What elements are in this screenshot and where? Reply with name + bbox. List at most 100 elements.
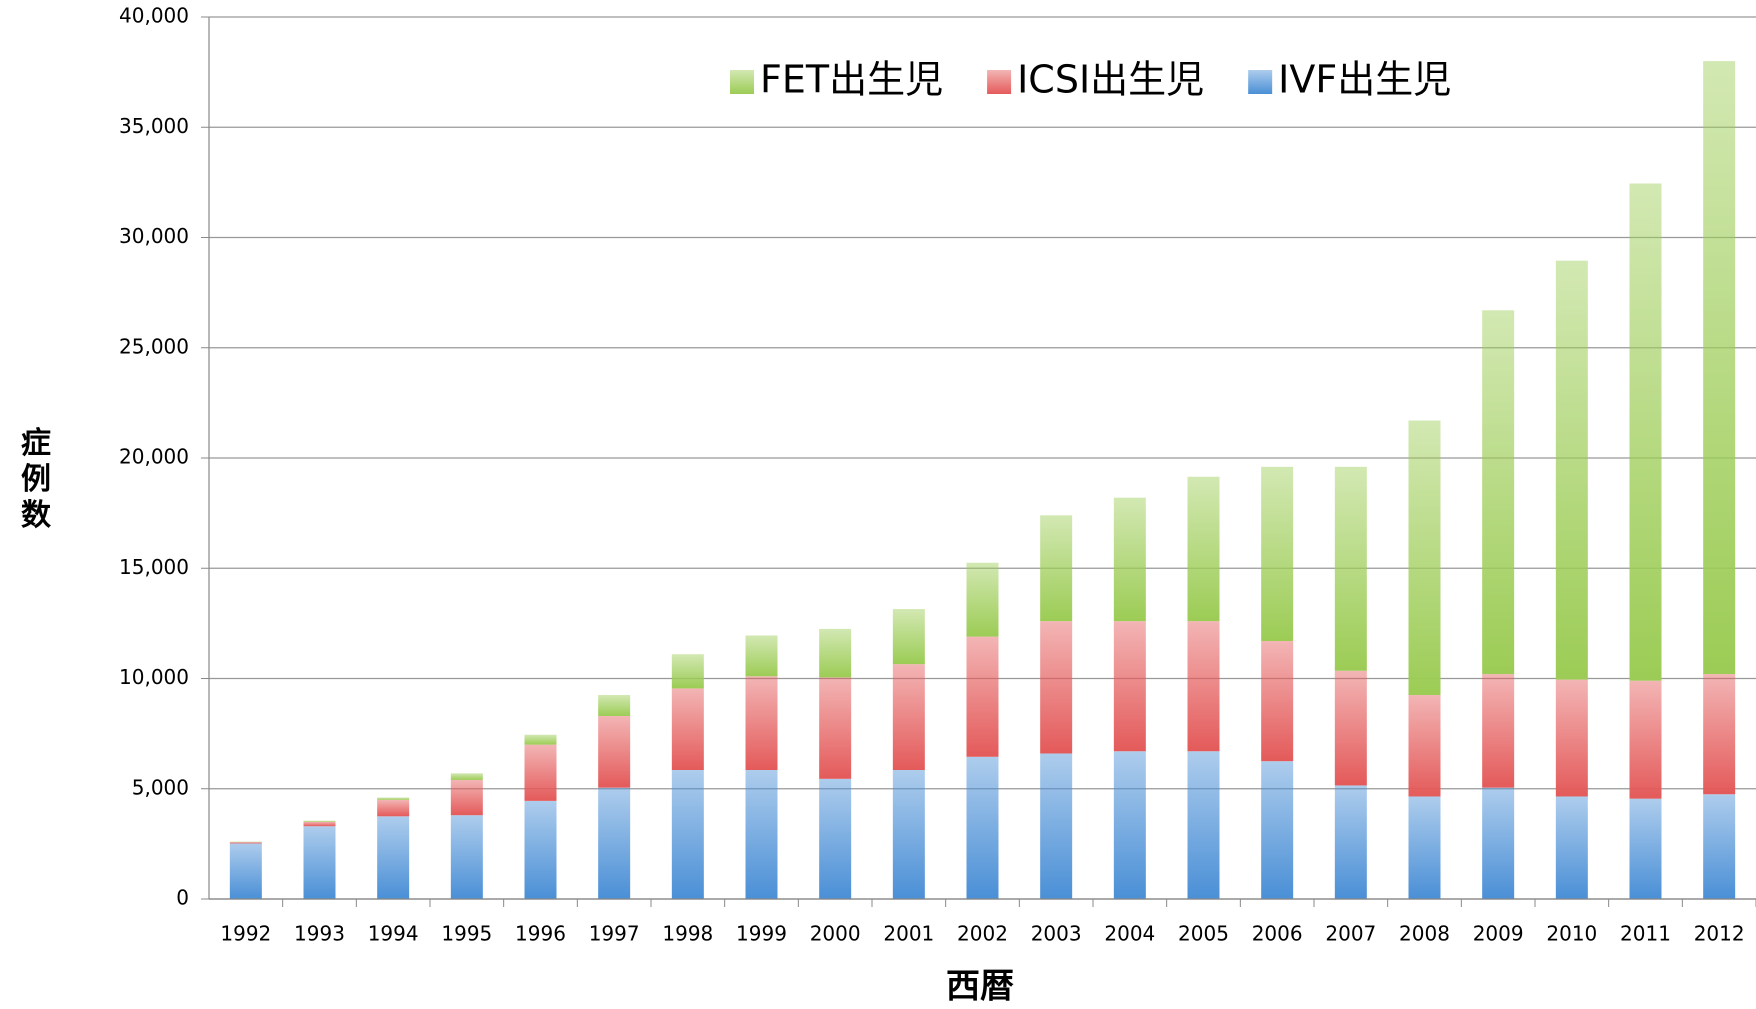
bar-segment bbox=[745, 676, 778, 771]
y-tick-label: 30,000 bbox=[119, 224, 189, 248]
y-tick-label: 0 bbox=[176, 886, 189, 910]
x-tick-label: 2007 bbox=[1325, 922, 1376, 946]
bar-segment bbox=[1555, 260, 1588, 680]
y-tick-label: 35,000 bbox=[119, 114, 189, 138]
bar-segment bbox=[819, 778, 852, 899]
legend-swatch bbox=[987, 70, 1012, 94]
x-tick-label: 1995 bbox=[441, 922, 492, 946]
legend-label: FET出生児 bbox=[760, 58, 943, 102]
bar-segment bbox=[1703, 794, 1736, 899]
legend-label: IVF出生児 bbox=[1278, 58, 1451, 102]
x-tick-label: 2012 bbox=[1694, 922, 1745, 946]
bar-segment bbox=[966, 756, 999, 899]
bar-segment bbox=[1555, 679, 1588, 797]
x-tick-label: 2003 bbox=[1031, 922, 1082, 946]
bar-segment bbox=[1408, 695, 1441, 797]
bar-segment bbox=[671, 654, 704, 689]
bar-segment bbox=[745, 770, 778, 899]
x-tick-label: 1993 bbox=[294, 922, 345, 946]
y-tick-label: 40,000 bbox=[119, 4, 189, 28]
bar-segment bbox=[1040, 753, 1073, 899]
x-tick-label: 2002 bbox=[957, 922, 1008, 946]
bar-segment bbox=[1629, 680, 1662, 799]
bar-segment bbox=[1703, 674, 1736, 795]
x-tick-label: 1997 bbox=[589, 922, 640, 946]
y-tick-label: 15,000 bbox=[119, 555, 189, 579]
bar-segment bbox=[1334, 785, 1367, 899]
x-tick-label: 2008 bbox=[1399, 922, 1450, 946]
bar-segment bbox=[303, 821, 336, 827]
bar-segment bbox=[1408, 796, 1441, 899]
bar-segment bbox=[671, 770, 704, 899]
bar-segment bbox=[229, 843, 262, 899]
x-tick-label: 2006 bbox=[1252, 922, 1303, 946]
x-axis-label: 西暦 bbox=[946, 967, 1014, 1007]
legend-swatch bbox=[730, 70, 754, 94]
bar-segment bbox=[1482, 674, 1515, 788]
x-tick-label: 2005 bbox=[1178, 922, 1229, 946]
bar-segment bbox=[1703, 61, 1736, 675]
bar-segment bbox=[229, 842, 262, 844]
bar-segment bbox=[598, 787, 631, 899]
x-tick-label: 1994 bbox=[368, 922, 419, 946]
bar-segment bbox=[1482, 310, 1515, 675]
bar-segment bbox=[598, 715, 631, 788]
bar-segment bbox=[377, 799, 410, 817]
x-tick-label: 2011 bbox=[1620, 922, 1671, 946]
bar-segment bbox=[524, 734, 557, 745]
bar-segment bbox=[1040, 515, 1073, 622]
bar-segment bbox=[303, 820, 336, 822]
bar-segment bbox=[1261, 466, 1294, 642]
legend-swatch bbox=[1248, 70, 1273, 94]
bar-segment bbox=[819, 628, 852, 678]
bar-segment bbox=[671, 688, 704, 771]
x-tick-label: 2010 bbox=[1546, 922, 1597, 946]
bar-segment bbox=[1334, 466, 1367, 671]
y-tick-label: 10,000 bbox=[119, 665, 189, 689]
bar-segment bbox=[1629, 798, 1662, 899]
bar-segment bbox=[1187, 751, 1220, 899]
x-tick-label: 1996 bbox=[515, 922, 566, 946]
bar-segment bbox=[966, 636, 999, 757]
bar-segment bbox=[819, 677, 852, 779]
bar-segment bbox=[745, 635, 778, 677]
bar-segment bbox=[892, 664, 925, 771]
bar-segment bbox=[1555, 796, 1588, 899]
bar-segment bbox=[450, 779, 483, 816]
bar-segment bbox=[1113, 497, 1146, 622]
bar-segment bbox=[1408, 420, 1441, 696]
bar-segment bbox=[1261, 641, 1294, 762]
bar-segment bbox=[966, 562, 999, 637]
x-tick-label: 1998 bbox=[662, 922, 713, 946]
y-tick-label: 25,000 bbox=[119, 334, 189, 358]
x-tick-label: 2009 bbox=[1473, 922, 1524, 946]
bar-segment bbox=[892, 609, 925, 665]
bar-segment bbox=[1261, 761, 1294, 899]
bar-segment bbox=[377, 816, 410, 899]
x-tick-label: 2004 bbox=[1104, 922, 1155, 946]
y-tick-label: 5,000 bbox=[132, 775, 189, 799]
bar-segment bbox=[1187, 476, 1220, 622]
x-tick-label: 1992 bbox=[220, 922, 271, 946]
bar-segment bbox=[1113, 621, 1146, 752]
bar-segment bbox=[1040, 621, 1073, 754]
legend-label: ICSI出生児 bbox=[1017, 58, 1204, 102]
y-tick-label: 20,000 bbox=[119, 445, 189, 469]
bar-segment bbox=[1629, 183, 1662, 681]
bar-segment bbox=[892, 770, 925, 899]
y-axis-label: 症例数 bbox=[21, 426, 52, 533]
bar-segment bbox=[524, 800, 557, 899]
bar-segment bbox=[1482, 787, 1515, 899]
bar-segment bbox=[303, 826, 336, 899]
bar-segment bbox=[598, 695, 631, 716]
bar-segment bbox=[1187, 621, 1220, 752]
bar-segment bbox=[524, 744, 557, 801]
bar-segment bbox=[450, 815, 483, 899]
bar-segment bbox=[1334, 670, 1367, 786]
x-tick-label: 2001 bbox=[883, 922, 934, 946]
bar-segment bbox=[1113, 751, 1146, 899]
bar-segment bbox=[450, 773, 483, 780]
x-tick-label: 2000 bbox=[810, 922, 861, 946]
bar-segment bbox=[377, 797, 410, 800]
